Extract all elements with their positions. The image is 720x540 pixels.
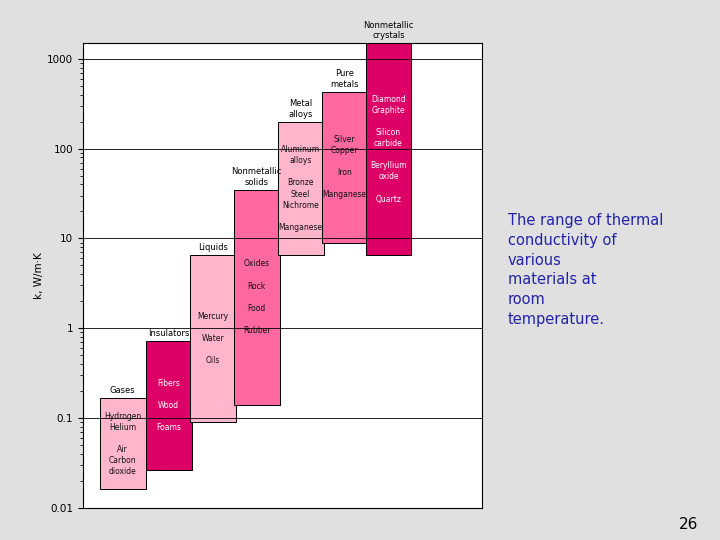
Text: Metal
alloys: Metal alloys xyxy=(289,99,312,119)
Text: Oxides

Rock

Food

Rubber: Oxides Rock Food Rubber xyxy=(243,259,271,335)
Y-axis label: k, W/m·K: k, W/m·K xyxy=(34,252,44,299)
Text: Silver
Copper

Iron

Manganese: Silver Copper Iron Manganese xyxy=(323,135,366,199)
Text: Pure
metals: Pure metals xyxy=(330,70,359,89)
Text: Nonmetallic
solids: Nonmetallic solids xyxy=(231,167,282,187)
Text: Hydrogen
Helium

Air
Carbon
dioxide: Hydrogen Helium Air Carbon dioxide xyxy=(104,411,141,476)
Text: Aluminum
alloys

Bronze
Steel
Nichrome

Manganese: Aluminum alloys Bronze Steel Nichrome Ma… xyxy=(279,145,323,232)
Text: 26: 26 xyxy=(679,517,698,532)
Text: Liquids: Liquids xyxy=(198,243,228,252)
Text: Fibers

Wood

Foams: Fibers Wood Foams xyxy=(156,379,181,433)
Text: Nonmetallic
crystals: Nonmetallic crystals xyxy=(364,21,414,40)
Text: Diamond
Graphite

Silicon
carbide

Beryllium
oxide

Quartz: Diamond Graphite Silicon carbide Berylli… xyxy=(370,94,407,204)
Text: The range of thermal
conductivity of
various
materials at
room
temperature.: The range of thermal conductivity of var… xyxy=(508,213,663,327)
Text: Mercury

Water

Oils: Mercury Water Oils xyxy=(197,312,228,365)
Text: Insulators: Insulators xyxy=(148,329,189,338)
Text: Gases: Gases xyxy=(110,386,135,395)
